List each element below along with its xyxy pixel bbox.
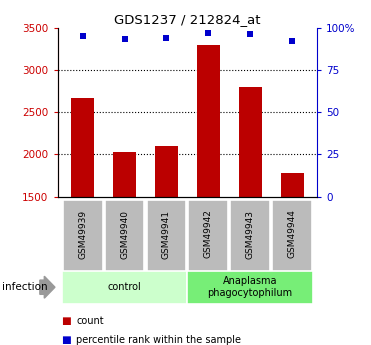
Bar xyxy=(187,271,313,304)
Text: GSM49939: GSM49939 xyxy=(78,209,87,259)
Text: ■: ■ xyxy=(61,335,71,345)
Text: GSM49942: GSM49942 xyxy=(204,210,213,258)
Text: percentile rank within the sample: percentile rank within the sample xyxy=(76,335,241,345)
Text: control: control xyxy=(108,282,141,292)
Bar xyxy=(188,200,228,271)
Bar xyxy=(105,200,144,271)
Text: count: count xyxy=(76,316,104,326)
Bar xyxy=(272,200,312,271)
Text: infection: infection xyxy=(2,282,47,292)
FancyArrow shape xyxy=(40,276,55,298)
Point xyxy=(289,38,295,44)
Point xyxy=(122,37,128,42)
Point xyxy=(247,32,253,37)
Title: GDS1237 / 212824_at: GDS1237 / 212824_at xyxy=(114,13,260,27)
Text: Anaplasma
phagocytophilum: Anaplasma phagocytophilum xyxy=(208,276,293,298)
Text: GSM49941: GSM49941 xyxy=(162,209,171,258)
Bar xyxy=(113,152,136,197)
Point xyxy=(205,30,211,36)
Bar xyxy=(280,173,303,197)
Text: GSM49940: GSM49940 xyxy=(120,209,129,258)
Point xyxy=(80,33,86,39)
Bar xyxy=(63,200,102,271)
Bar xyxy=(71,98,94,197)
Bar xyxy=(197,45,220,197)
Text: ■: ■ xyxy=(61,316,71,326)
Bar xyxy=(239,87,262,197)
Point xyxy=(164,35,170,40)
Bar xyxy=(230,200,270,271)
Bar xyxy=(147,200,186,271)
Text: GSM49944: GSM49944 xyxy=(288,210,296,258)
Bar xyxy=(155,146,178,197)
Text: GSM49943: GSM49943 xyxy=(246,209,255,258)
Bar xyxy=(62,271,187,304)
